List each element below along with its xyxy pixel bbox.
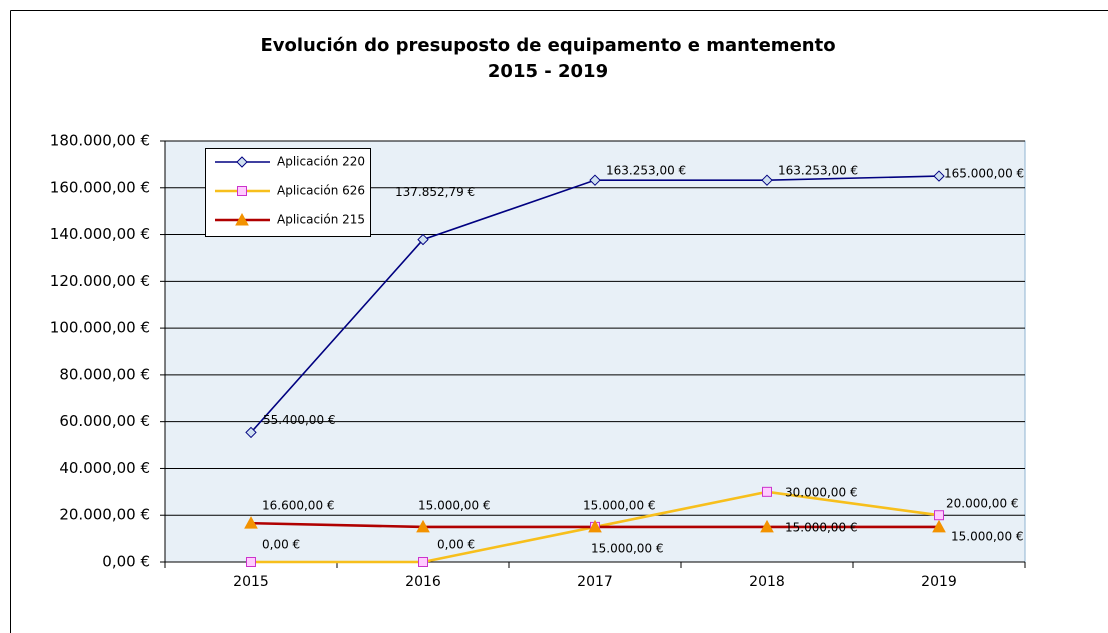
marker xyxy=(589,174,601,186)
legend-label: Aplicación 220 xyxy=(277,155,365,169)
data-label: 0,00 € xyxy=(437,538,475,552)
legend-label: Aplicación 626 xyxy=(277,184,365,198)
marker xyxy=(416,519,430,533)
data-label: 15.000,00 € xyxy=(583,498,656,512)
data-label: 137.852,79 € xyxy=(395,185,475,199)
y-tick-label: 120.000,00 € xyxy=(50,272,150,290)
y-tick-label: 40.000,00 € xyxy=(59,459,150,477)
marker xyxy=(932,519,946,533)
marker xyxy=(762,486,772,497)
legend-box xyxy=(205,148,371,237)
y-tick-label: 160.000,00 € xyxy=(50,178,150,196)
marker xyxy=(933,170,945,182)
x-tick-label: 2017 xyxy=(577,574,613,590)
chart-subtitle: 2015 - 2019 xyxy=(488,61,608,82)
y-tick-label: 20.000,00 € xyxy=(59,506,150,524)
y-tick-label: 0,00 € xyxy=(102,553,150,571)
data-label: 15.000,00 € xyxy=(591,541,664,555)
data-label: 15.000,00 € xyxy=(418,498,491,512)
data-label: 15.000,00 € xyxy=(951,529,1024,543)
data-label: 16.600,00 € xyxy=(262,499,335,513)
data-label: 30.000,00 € xyxy=(785,485,858,499)
marker xyxy=(246,557,256,567)
y-tick-label: 140.000,00 € xyxy=(50,225,150,243)
data-label: 0,00 € xyxy=(262,538,300,552)
y-tick-label: 180.000,00 € xyxy=(50,132,150,150)
y-tick-label: 100.000,00 € xyxy=(50,319,150,337)
data-label: 20.000,00 € xyxy=(946,497,1019,511)
y-tick-label: 60.000,00 € xyxy=(59,412,150,430)
marker xyxy=(235,212,249,226)
marker xyxy=(760,519,774,533)
data-label: 15.000,00 € xyxy=(785,520,858,534)
x-tick-label: 2018 xyxy=(749,574,785,590)
marker xyxy=(244,516,258,529)
data-label: 163.253,00 € xyxy=(778,164,858,178)
y-tick-label: 80.000,00 € xyxy=(59,365,150,383)
data-label: 55.400,00 € xyxy=(263,413,336,427)
legend-label: Aplicación 215 xyxy=(277,213,365,227)
marker xyxy=(588,519,602,533)
x-tick-label: 2016 xyxy=(405,574,441,590)
marker xyxy=(236,156,248,168)
marker xyxy=(245,426,257,439)
marker xyxy=(237,186,247,196)
data-label: 163.253,00 € xyxy=(606,164,686,178)
x-tick-label: 2015 xyxy=(233,574,269,590)
marker xyxy=(418,557,428,567)
x-tick-label: 2019 xyxy=(921,574,957,590)
marker xyxy=(934,510,944,521)
marker xyxy=(417,233,429,246)
marker xyxy=(761,174,773,186)
chart-title: Evolución do presuposto de equipamento e… xyxy=(260,35,835,56)
data-label: 165.000,00 € xyxy=(944,167,1024,181)
